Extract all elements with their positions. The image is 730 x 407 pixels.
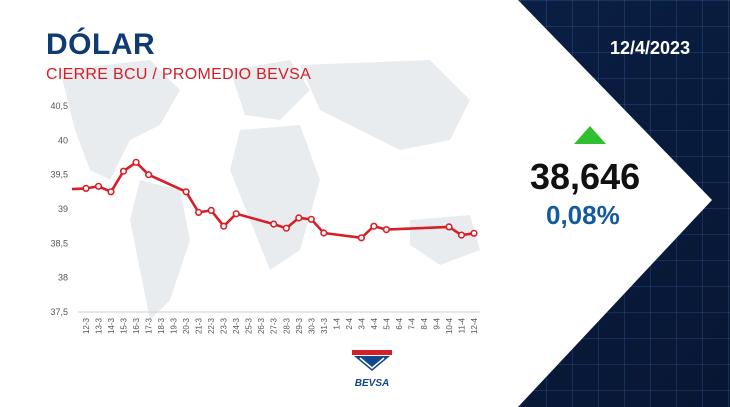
data-point xyxy=(307,215,315,223)
quote-value: 38,646 xyxy=(530,156,641,197)
x-tick-label: 2-4 xyxy=(345,317,354,329)
data-point xyxy=(145,171,153,179)
x-tick-label: 11-4 xyxy=(457,317,466,333)
data-point xyxy=(445,223,453,231)
data-point xyxy=(119,167,128,175)
x-tick-label: 12-4 xyxy=(470,317,479,334)
page-subtitle: CIERRE BCU / PROMEDIO BEVSA xyxy=(46,66,312,83)
data-point xyxy=(132,158,140,166)
data-point xyxy=(382,226,391,234)
world-map-background xyxy=(60,60,480,320)
x-tick-label: 8-4 xyxy=(420,317,429,329)
x-tick-label: 10-4 xyxy=(445,317,454,334)
x-tick-label: 17-3 xyxy=(145,317,154,334)
x-tick-label: 15-3 xyxy=(120,317,129,334)
triangle-up-icon xyxy=(574,126,606,144)
x-tick-label: 31-3 xyxy=(320,317,329,334)
x-tick-label: 23-3 xyxy=(220,317,229,334)
data-point xyxy=(107,188,115,196)
x-tick-label: 30-3 xyxy=(307,317,316,334)
data-point xyxy=(207,206,215,214)
data-point xyxy=(282,224,290,232)
y-tick-label: 38 xyxy=(58,273,68,283)
data-point xyxy=(220,222,228,230)
x-tick-label: 13-3 xyxy=(95,317,104,334)
data-point xyxy=(82,184,90,192)
x-tick-label: 7-4 xyxy=(407,317,416,329)
data-point xyxy=(232,210,240,218)
data-point xyxy=(370,222,378,230)
data-point xyxy=(270,220,278,228)
data-point xyxy=(457,231,466,239)
data-point xyxy=(357,234,366,242)
x-tick-label: 14-3 xyxy=(107,317,116,334)
x-tick-label: 18-3 xyxy=(157,317,166,334)
data-point xyxy=(320,229,328,237)
x-tick-label: 27-3 xyxy=(270,317,279,334)
bevsa-logo-icon xyxy=(352,350,392,371)
x-tick-label: 21-3 xyxy=(195,317,204,334)
data-point xyxy=(182,188,190,196)
x-tick-label: 1-4 xyxy=(332,317,341,329)
data-point xyxy=(195,208,203,216)
y-tick-label: 37,5 xyxy=(50,307,68,317)
y-tick-label: 40 xyxy=(58,135,68,145)
y-tick-label: 39 xyxy=(58,204,68,214)
x-tick-label: 5-4 xyxy=(382,317,391,329)
x-tick-label: 16-3 xyxy=(132,317,141,334)
y-tick-label: 38,5 xyxy=(50,238,68,248)
data-point xyxy=(94,182,103,190)
x-tick-label: 28-3 xyxy=(282,317,291,334)
x-tick-label: 26-3 xyxy=(257,317,266,334)
x-tick-label: 6-4 xyxy=(395,317,404,329)
data-point xyxy=(470,229,478,237)
y-tick-label: 39,5 xyxy=(50,170,68,180)
x-tick-label: 29-3 xyxy=(295,317,304,334)
x-tick-label: 4-4 xyxy=(370,317,379,329)
page-title: DÓLAR xyxy=(46,28,156,61)
x-tick-label: 20-3 xyxy=(182,317,191,334)
report-date: 12/4/2023 xyxy=(610,38,691,58)
x-tick-label: 19-3 xyxy=(170,317,179,334)
y-tick-label: 40,5 xyxy=(50,101,68,111)
x-tick-label: 12-3 xyxy=(82,317,91,334)
exchange-rate-chart: 37,5 38 38,5 39 39,5 40 40,5 12-3 13-3 14-3 15-3 16… xyxy=(50,101,480,334)
x-tick-label: 25-3 xyxy=(245,317,254,334)
x-tick-label: 9-4 xyxy=(432,317,441,329)
logo-text: BEVSA xyxy=(354,378,390,389)
bevsa-logo: BEVSA xyxy=(348,350,396,389)
x-tick-label: 22-3 xyxy=(207,317,216,334)
x-tick-label: 3-4 xyxy=(357,317,366,329)
data-point xyxy=(295,214,303,222)
quote-change: 0,08% xyxy=(546,200,620,230)
x-tick-label: 24-3 xyxy=(232,317,241,334)
